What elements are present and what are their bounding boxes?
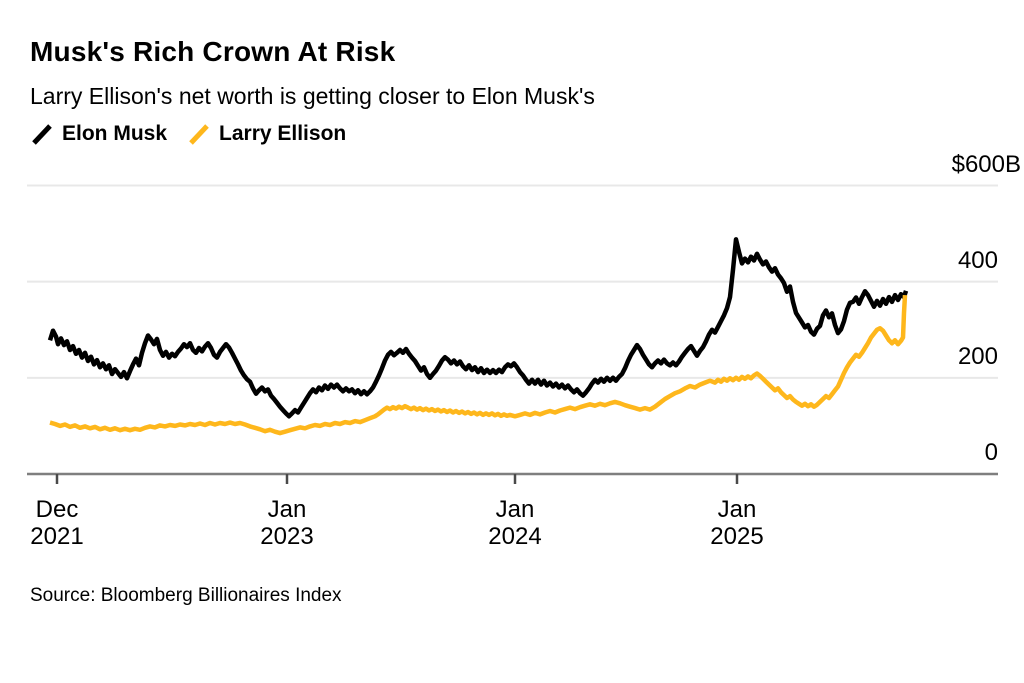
page-title: Musk's Rich Crown At Risk xyxy=(30,36,396,67)
y-axis-label: 0 xyxy=(984,439,998,466)
y-axis-label: 200 xyxy=(957,342,998,370)
legend-item-elon-musk: Elon Musk xyxy=(30,122,167,146)
x-axis-label: Jan 2025 xyxy=(710,496,764,550)
elon-musk-line xyxy=(47,237,909,419)
legend-item-larry-ellison: Larry Ellison xyxy=(187,122,346,146)
x-axis-label: Jan 2024 xyxy=(488,496,542,550)
x-axis-label: Jan 2023 xyxy=(260,496,314,550)
y-axis-label: $600B xyxy=(951,150,1021,178)
x-axis-label: Dec 2021 xyxy=(30,496,84,550)
legend-label: Larry Ellison xyxy=(219,122,347,145)
y-axis-label: 400 xyxy=(957,246,998,274)
chart-subtitle: Larry Ellison's net worth is getting clo… xyxy=(30,83,595,109)
slash-icon xyxy=(189,124,209,145)
source-note: Source: Bloomberg Billionaires Index xyxy=(30,585,342,606)
chart-legend: Elon Musk Larry Ellison xyxy=(30,122,346,146)
legend-label: Elon Musk xyxy=(62,122,168,145)
slash-icon xyxy=(32,124,52,145)
larry-ellison-line xyxy=(49,294,908,436)
